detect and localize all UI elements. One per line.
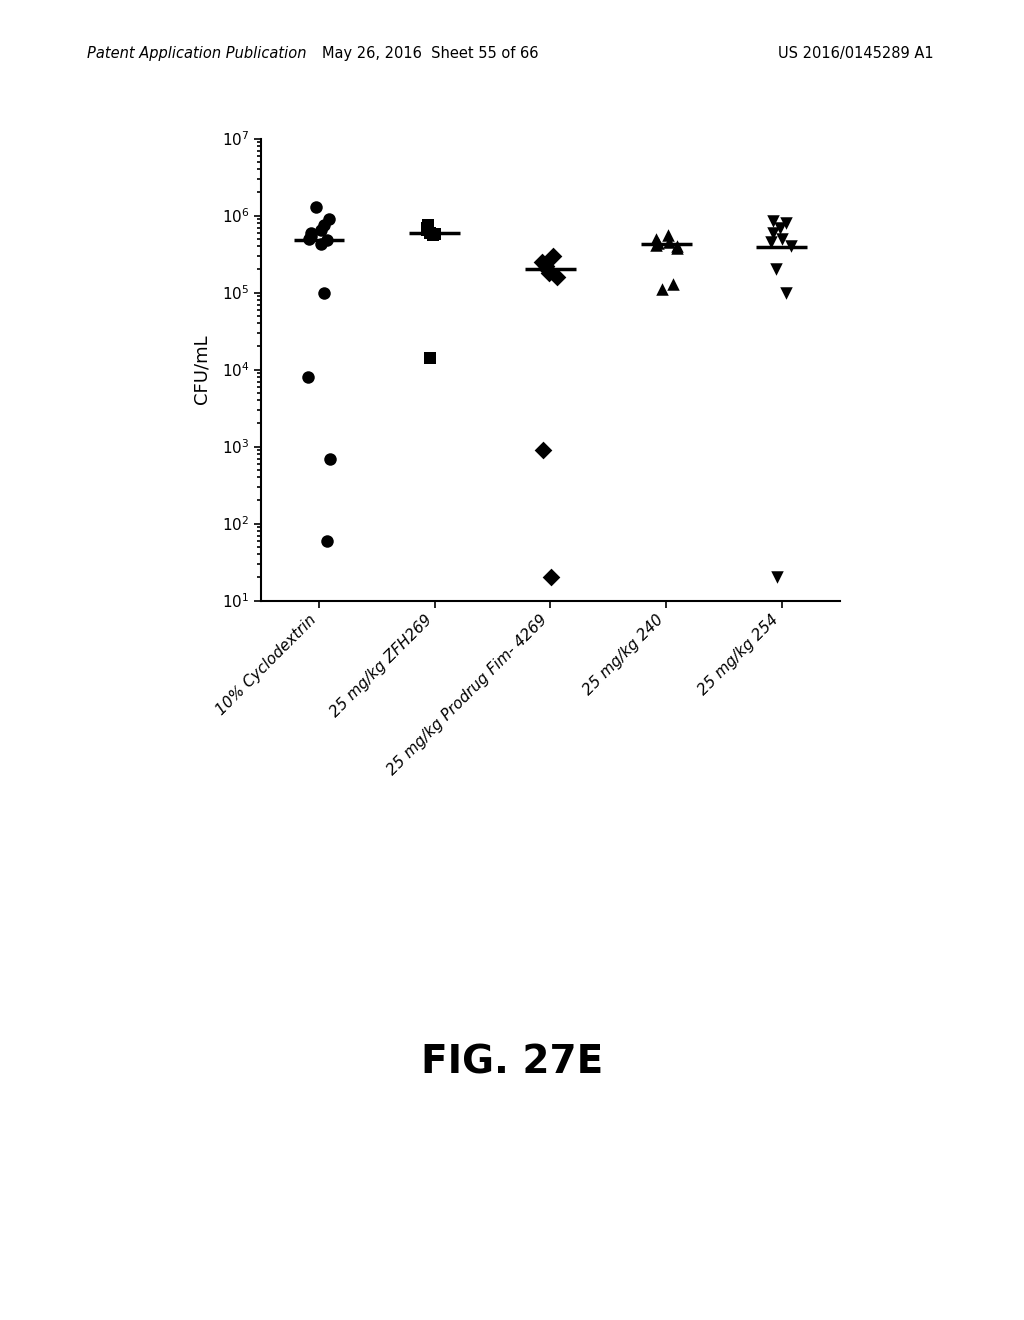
Point [772,216,788,238]
Point [660,231,677,252]
Point [650,232,667,253]
Point [300,367,316,388]
Point [422,222,438,243]
Point [420,215,436,236]
Point [773,228,790,249]
Point [660,224,677,246]
Point [303,222,319,243]
Point [648,234,665,255]
Text: US 2016/0145289 A1: US 2016/0145289 A1 [778,46,934,61]
Point [549,267,565,288]
Point [763,232,779,253]
Point [425,224,441,246]
Point [318,531,335,552]
Point [538,256,554,277]
Point [322,447,338,469]
Text: FIG. 27E: FIG. 27E [421,1044,603,1081]
Point [545,246,561,267]
Point [665,273,681,294]
Point [539,259,555,280]
Point [422,347,438,368]
Point [303,224,319,246]
Point [768,259,784,280]
Point [419,219,435,240]
Point [543,566,559,587]
Point [427,223,443,244]
Text: May 26, 2016  Sheet 55 of 66: May 26, 2016 Sheet 55 of 66 [322,46,539,61]
Text: Patent Application Publication: Patent Application Publication [87,46,306,61]
Point [315,282,332,304]
Y-axis label: CFU/mL: CFU/mL [193,335,211,404]
Point [669,236,685,257]
Point [534,251,550,272]
Point [419,216,435,238]
Point [647,228,664,249]
Point [319,230,336,251]
Point [542,263,558,284]
Point [301,228,317,249]
Point [653,279,670,300]
Point [308,197,325,218]
Point [313,234,330,255]
Point [777,282,794,304]
Point [783,236,800,257]
Point [322,209,338,230]
Point [536,440,552,461]
Point [669,238,685,259]
Point [769,566,785,587]
Point [764,210,780,231]
Point [778,213,795,234]
Point [316,215,333,236]
Point [765,222,781,243]
Point [313,219,330,240]
